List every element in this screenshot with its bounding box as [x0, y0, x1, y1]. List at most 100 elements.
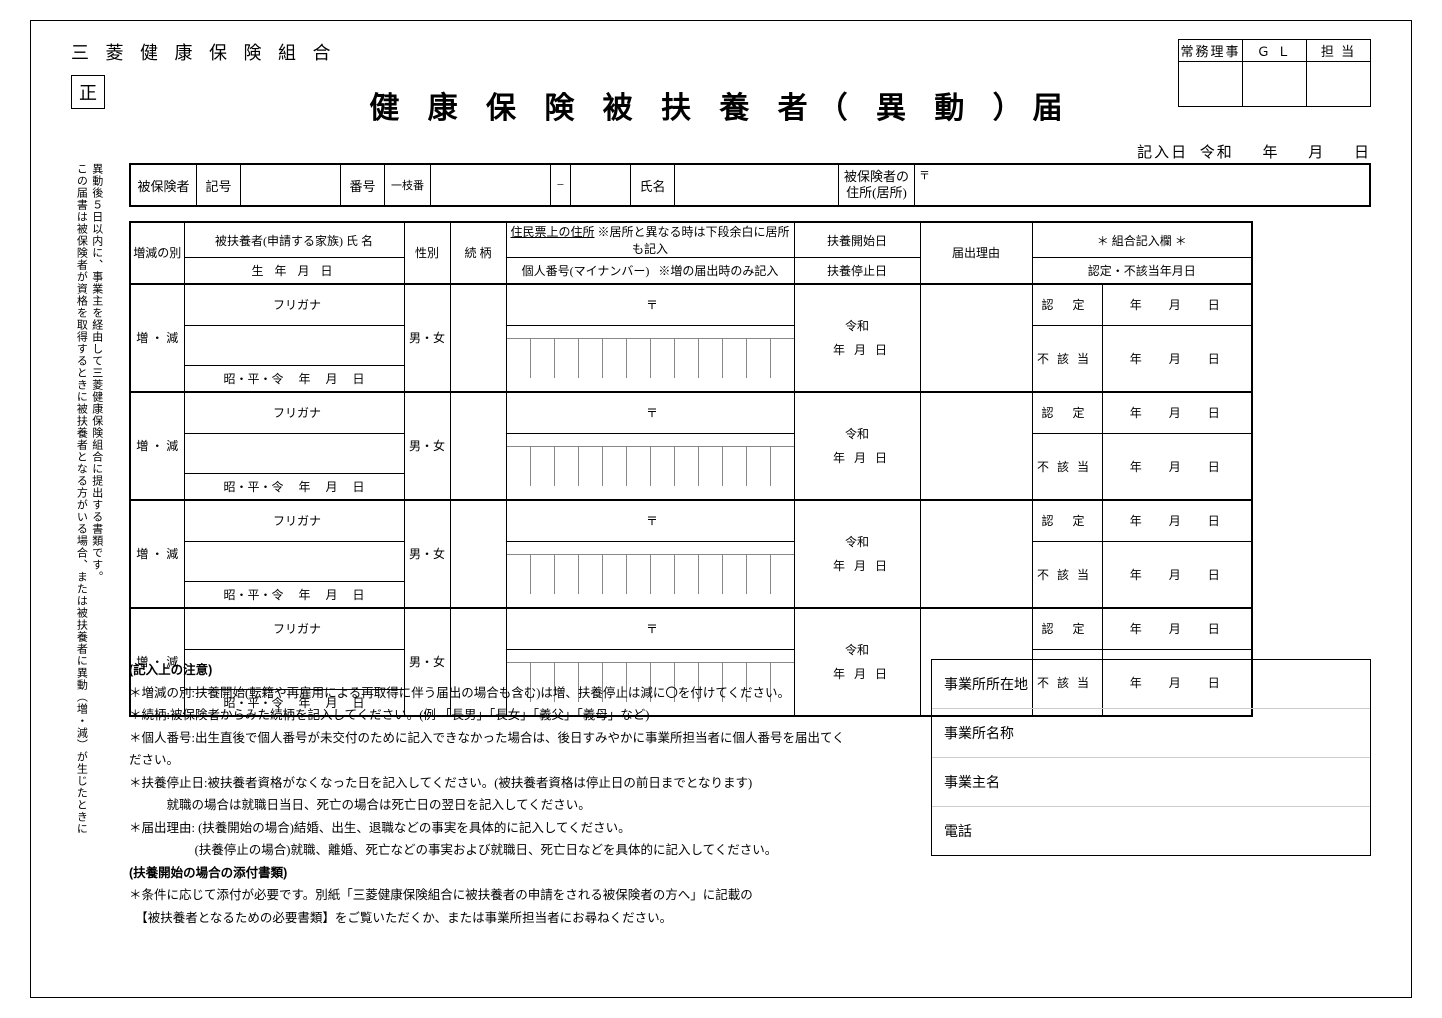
- row1-furi-label: フリガナ: [184, 284, 404, 326]
- row3-dob[interactable]: 昭・平・令 年 月 日: [184, 582, 404, 608]
- row1-name[interactable]: [184, 326, 404, 366]
- row3-date[interactable]: 令和 年 月 日: [794, 500, 920, 608]
- row3-sex[interactable]: 男・女: [404, 500, 450, 608]
- notes-line-5: ＊届出理由: (扶養開始の場合)結婚、出生、退職などの事実を具体的に記入してくだ…: [129, 817, 849, 840]
- office-location-label: 事業所所在地: [932, 660, 1370, 709]
- row1-nintei: 認 定: [1032, 284, 1102, 326]
- insured-number-value-2[interactable]: [571, 165, 631, 205]
- insured-row: 被保険者 記号 番号 一枝番 − 氏名 被保険者の 住所(居所) 〒: [129, 163, 1371, 207]
- insured-dash: −: [551, 165, 571, 205]
- hdr-start: 扶養開始日: [794, 222, 920, 258]
- row2-zip: 〒: [506, 392, 794, 434]
- row1-zip: 〒: [506, 284, 794, 326]
- notes-line-7: 【被扶養者となるための必要書類】をご覧いただくか、または事業所担当者にお尋ねくだ…: [129, 907, 849, 930]
- insured-label: 被保険者: [131, 165, 197, 205]
- row3-nintei: 認 定: [1032, 500, 1102, 542]
- fill-date-era: 令和: [1200, 145, 1234, 161]
- row1-reason[interactable]: [920, 284, 1032, 392]
- row2-fugaito: 不該当: [1032, 434, 1102, 500]
- row2-reason[interactable]: [920, 392, 1032, 500]
- page: 三 菱 健 康 保 険 組 合 常務理事 Ｇ Ｌ 担 当 正 健 康 保 険 被…: [0, 0, 1442, 1018]
- row4-nintei-ymd: 年 月 日: [1102, 608, 1252, 650]
- row4-furi-label: フリガナ: [184, 608, 404, 650]
- approval-stamp-3: [1307, 62, 1371, 107]
- fill-date-label: 記入日: [1137, 145, 1188, 161]
- hdr-nintei-date: 認定・不該当年月日: [1032, 258, 1252, 284]
- row2-zg[interactable]: 増 ・ 減: [130, 392, 184, 500]
- hdr-rel: 続 柄: [450, 222, 506, 284]
- notes-header: (記入上の注意): [129, 659, 849, 682]
- row2-furi-label: フリガナ: [184, 392, 404, 434]
- row3-nintei-ymd: 年 月 日: [1102, 500, 1252, 542]
- row3-reason[interactable]: [920, 500, 1032, 608]
- row2-name[interactable]: [184, 434, 404, 474]
- insured-branch-label: 一枝番: [385, 165, 431, 205]
- row3-rel[interactable]: [450, 500, 506, 608]
- row3-zg[interactable]: 増 ・ 減: [130, 500, 184, 608]
- row2-nintei: 認 定: [1032, 392, 1102, 434]
- row4-nintei: 認 定: [1032, 608, 1102, 650]
- notes-line-3: ＊個人番号:出生直後で個人番号が未交付のために記入できなかった場合は、後日すみや…: [129, 727, 849, 772]
- notes-line-2: ＊続柄:被保険者からみた続柄を記入してください。(例 「長男」「長女」「義父」「…: [129, 704, 849, 727]
- notes-header-2: (扶養開始の場合の添付書類): [129, 862, 849, 885]
- row3-furi-label: フリガナ: [184, 500, 404, 542]
- row1-rel[interactable]: [450, 284, 506, 392]
- insured-number-label: 番号: [341, 165, 385, 205]
- approval-hdr-1: 常務理事: [1179, 40, 1243, 62]
- sei-mark: 正: [71, 75, 105, 109]
- insured-number-value-1[interactable]: [431, 165, 551, 205]
- hdr-name: 被扶養者(申請する家族) 氏 名: [184, 222, 404, 258]
- row3-fugaito: 不該当: [1032, 542, 1102, 608]
- hdr-zougen: 増減の別: [130, 222, 184, 284]
- office-tel-label: 電話: [932, 807, 1370, 855]
- insured-addr-value[interactable]: 〒: [915, 165, 1369, 205]
- main-area: 被保険者 記号 番号 一枝番 − 氏名 被保険者の 住所(居所) 〒: [89, 163, 1371, 717]
- notes-line-1: ＊増減の別:扶養開始(転籍や再雇用による再取得に伴う届出の場合も含む)は増、扶養…: [129, 682, 849, 705]
- row1-mynumber[interactable]: [506, 326, 794, 392]
- hdr-addr: 住民票上の住所 ※居所と異なる時は下段余白に居所も記入: [506, 222, 794, 258]
- row1-dob[interactable]: 昭・平・令 年 月 日: [184, 366, 404, 392]
- hdr-reason: 届出理由: [920, 222, 1032, 284]
- approval-stamp-2: [1243, 62, 1307, 107]
- hdr-mynum: 個人番号(マイナンバー) ※増の届出時のみ記入: [506, 258, 794, 284]
- hdr-union: ＊ 組合記入欄 ＊: [1032, 222, 1252, 258]
- office-owner-label: 事業主名: [932, 758, 1370, 807]
- insured-symbol-label: 記号: [197, 165, 241, 205]
- row3-name[interactable]: [184, 542, 404, 582]
- row3-fugaito-ymd: 年 月 日: [1102, 542, 1252, 608]
- row2-sex[interactable]: 男・女: [404, 392, 450, 500]
- form-frame: 三 菱 健 康 保 険 組 合 常務理事 Ｇ Ｌ 担 当 正 健 康 保 険 被…: [30, 20, 1412, 998]
- insured-symbol-value[interactable]: [241, 165, 341, 205]
- dependents-table: 増減の別 被扶養者(申請する家族) 氏 名 性別 続 柄 住民票上の住所 ※居所…: [129, 221, 1253, 717]
- row1-zg[interactable]: 増 ・ 減: [130, 284, 184, 392]
- insured-name-value[interactable]: [675, 165, 839, 205]
- approval-stamp-1: [1179, 62, 1243, 107]
- row1-fugaito: 不該当: [1032, 326, 1102, 392]
- organization-name: 三 菱 健 康 保 険 組 合: [71, 39, 1371, 65]
- hdr-sex: 性別: [404, 222, 450, 284]
- approval-hdr-2: Ｇ Ｌ: [1243, 40, 1307, 62]
- notes-line-5b: (扶養停止の場合)就職、離婚、死亡などの事実および就職日、死亡日などを具体的に記…: [129, 839, 849, 862]
- office-box: 事業所所在地 事業所名称 事業主名 電話: [931, 659, 1371, 856]
- insured-addr-label: 被保険者の 住所(居所): [839, 165, 915, 205]
- row2-mynumber[interactable]: [506, 434, 794, 500]
- row1-date[interactable]: 令和 年 月 日: [794, 284, 920, 392]
- office-name-label: 事業所名称: [932, 709, 1370, 758]
- row2-rel[interactable]: [450, 392, 506, 500]
- form-title: 健 康 保 険 被 扶 養 者（ 異 動 ）届: [369, 83, 1072, 127]
- notes-line-4b: 就職の場合は就職日当日、死亡の場合は死亡日の翌日を記入してください。: [129, 794, 849, 817]
- row3-mynumber[interactable]: [506, 542, 794, 608]
- row1-sex[interactable]: 男・女: [404, 284, 450, 392]
- row2-dob[interactable]: 昭・平・令 年 月 日: [184, 474, 404, 500]
- hdr-dob: 生 年 月 日: [184, 258, 404, 284]
- approval-hdr-3: 担 当: [1307, 40, 1371, 62]
- row2-date[interactable]: 令和 年 月 日: [794, 392, 920, 500]
- row2-nintei-ymd: 年 月 日: [1102, 392, 1252, 434]
- hdr-stop: 扶養停止日: [794, 258, 920, 284]
- row1-nintei-ymd: 年 月 日: [1102, 284, 1252, 326]
- insured-name-label: 氏名: [631, 165, 675, 205]
- fill-date-line: 記入日 令和 年 月 日: [1137, 141, 1371, 162]
- row1-fugaito-ymd: 年 月 日: [1102, 326, 1252, 392]
- notes-block: (記入上の注意) ＊増減の別:扶養開始(転籍や再雇用による再取得に伴う届出の場合…: [129, 659, 849, 929]
- side-note-1: この届書は被保険者が資格を取得するときに被扶養者となる方がいる場合︑または被扶養…: [73, 163, 88, 893]
